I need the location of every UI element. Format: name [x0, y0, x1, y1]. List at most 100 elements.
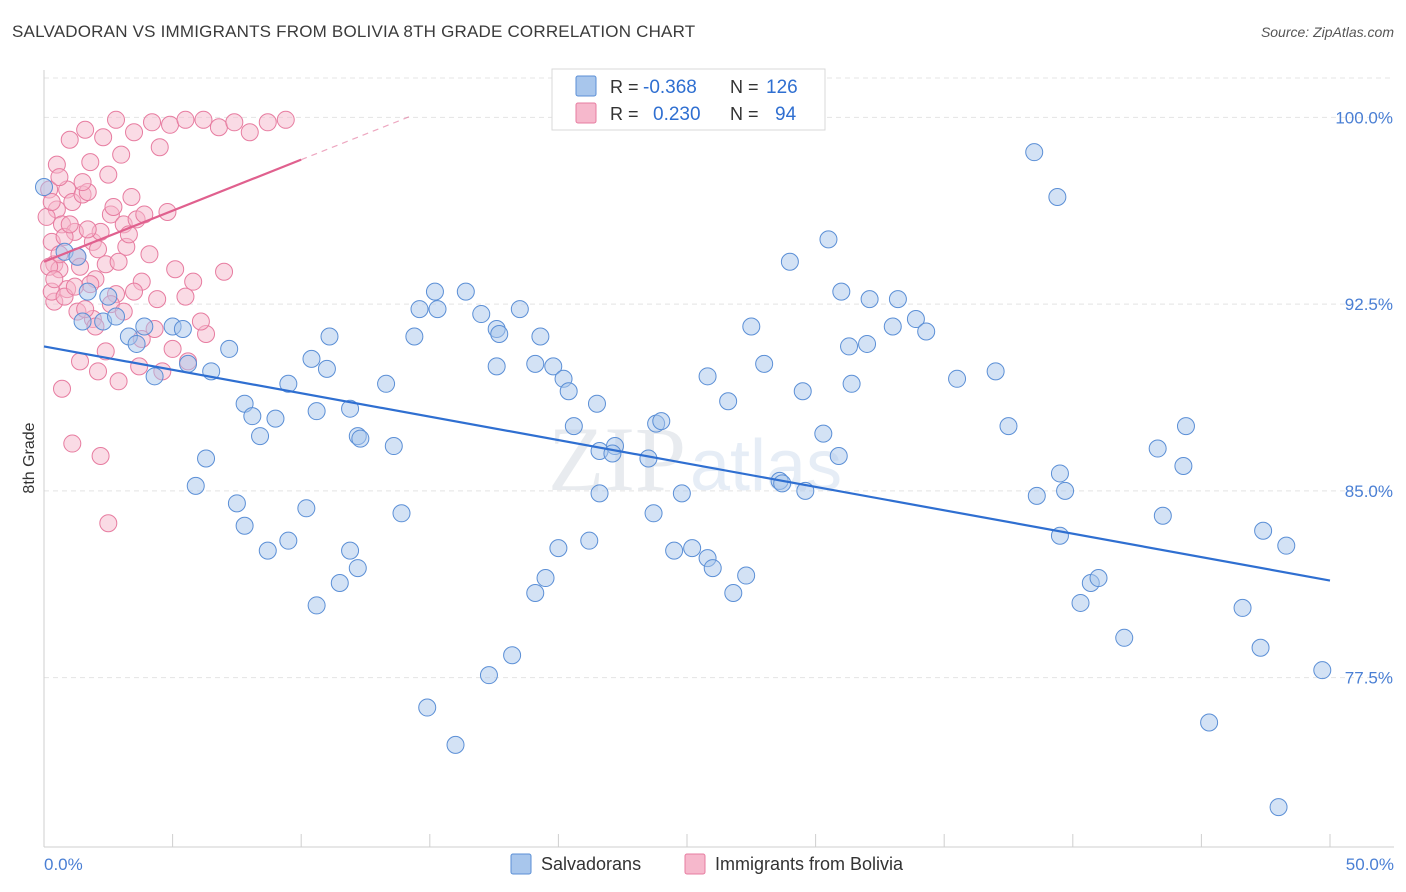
bolivia-point [104, 197, 123, 216]
salvadoran-point [564, 417, 583, 436]
salvadoran-point [814, 424, 833, 443]
salvadoran-point [1027, 486, 1046, 505]
salvadoran-point [840, 337, 859, 356]
bolivia-point [225, 113, 244, 132]
salvadoran-point [1148, 439, 1167, 458]
salvadoran-point [544, 357, 563, 376]
salvadoran-point [1056, 481, 1075, 500]
salvadoran-point [1115, 628, 1134, 647]
salvadoran-point [536, 569, 555, 588]
salvadoran-point [1200, 713, 1219, 732]
bolivia-point [215, 262, 234, 281]
salvadoran-point [127, 334, 146, 353]
salvadoran-point [1313, 661, 1332, 680]
salvadoran-point [703, 559, 722, 578]
salvadoran-point [243, 407, 262, 426]
salvadoran-point [351, 429, 370, 448]
salvadoran-point [78, 282, 97, 301]
salvadoran-point [999, 417, 1018, 436]
salvadoran-point [186, 476, 205, 495]
salvadoran-point [672, 484, 691, 503]
salvadoran-point [793, 382, 812, 401]
salvadoran-point [73, 312, 92, 331]
salvadoran-point [384, 437, 403, 456]
salvadoran-point [297, 499, 316, 518]
salvadoran-point [644, 504, 663, 523]
bottom-legend-salvadorans: Salvadorans [541, 854, 641, 874]
x-tick-label-min: 0.0% [44, 855, 83, 874]
bolivia-point [81, 153, 100, 172]
salvadoran-point [737, 566, 756, 585]
bolivia-point [125, 282, 144, 301]
salvadoran-point [587, 394, 606, 413]
salvadoran-point [258, 541, 277, 560]
bolivia-point [107, 110, 126, 129]
salvadoran-point [251, 427, 270, 446]
legend-swatch-salvadorans [575, 75, 597, 97]
salvadoran-point [510, 300, 529, 319]
salvadoran-point [418, 698, 437, 717]
salvadoran-point [145, 367, 164, 386]
bolivia-point [73, 173, 92, 192]
bolivia-point [125, 123, 144, 142]
salvadoran-point [755, 354, 774, 373]
bolivia-point [99, 514, 118, 533]
salvadoran-point [1233, 598, 1252, 617]
bolivia-point [140, 245, 159, 264]
y-tick-label: 85.0% [1345, 482, 1393, 501]
salvadoran-point [173, 320, 192, 338]
salvadoran-point [829, 447, 848, 466]
salvadoran-point [410, 300, 429, 319]
salvadoran-point [559, 382, 578, 401]
salvadoran-point [320, 327, 339, 346]
bolivia-point [276, 110, 295, 129]
salvadoran-point [487, 357, 506, 376]
bolivia-point [166, 260, 185, 279]
salvadoran-point [405, 327, 424, 346]
trend-lines [43, 116, 1331, 582]
y-tick-labels: 77.5% 85.0% 92.5% 100.0% [1335, 108, 1393, 687]
bolivia-point [89, 362, 108, 381]
salvadoran-point [179, 354, 198, 373]
salvadoran-point [742, 317, 761, 336]
salvadoran-point [107, 307, 126, 326]
salvadoran-point [986, 362, 1005, 381]
salvadoran-point [377, 374, 396, 393]
legend-n-value-2: 94 [775, 104, 797, 125]
salvadoran-point [479, 666, 498, 685]
bolivia-point [60, 130, 79, 149]
salvadoran-point [526, 583, 545, 602]
salvadoran-point [858, 334, 877, 353]
salvadoran-point [330, 574, 349, 593]
legend-n-value-1: 126 [766, 77, 798, 98]
bolivia-point [96, 342, 115, 361]
salvadoran-point [860, 290, 879, 309]
bolivia-point [71, 352, 90, 371]
salvadoran-point [446, 735, 465, 754]
salvadoran-point [906, 310, 925, 329]
bolivia-point [161, 115, 180, 134]
salvadoran-point [235, 516, 254, 535]
bolivia-point [63, 434, 82, 453]
correlation-legend: R = -0.368 N = 126 R = 0.230 N = 94 [551, 68, 826, 131]
bolivia-point [60, 215, 79, 234]
salvadoran-point [279, 374, 298, 393]
y-tick-label: 92.5% [1345, 295, 1393, 314]
legend-r-value-1: -0.368 [643, 77, 697, 98]
bolivia-point [50, 168, 69, 187]
bolivia-point [109, 372, 128, 391]
salvadoran-point [917, 322, 936, 341]
salvadoran-point [99, 287, 118, 306]
salvadoran-point [526, 354, 545, 373]
y-tick-label: 77.5% [1345, 669, 1393, 688]
bottom-legend-bolivia: Immigrants from Bolivia [715, 854, 904, 874]
bolivia-point [91, 447, 110, 466]
series-legend: Salvadorans Immigrants from Bolivia [510, 853, 904, 875]
source-label: Source: ZipAtlas.com [1260, 24, 1394, 40]
salvadoran-point [652, 412, 671, 431]
bolivia-point [78, 220, 97, 239]
salvadoran-point [832, 282, 851, 301]
bolivia-point [209, 118, 228, 137]
salvadoran-point [227, 494, 246, 513]
